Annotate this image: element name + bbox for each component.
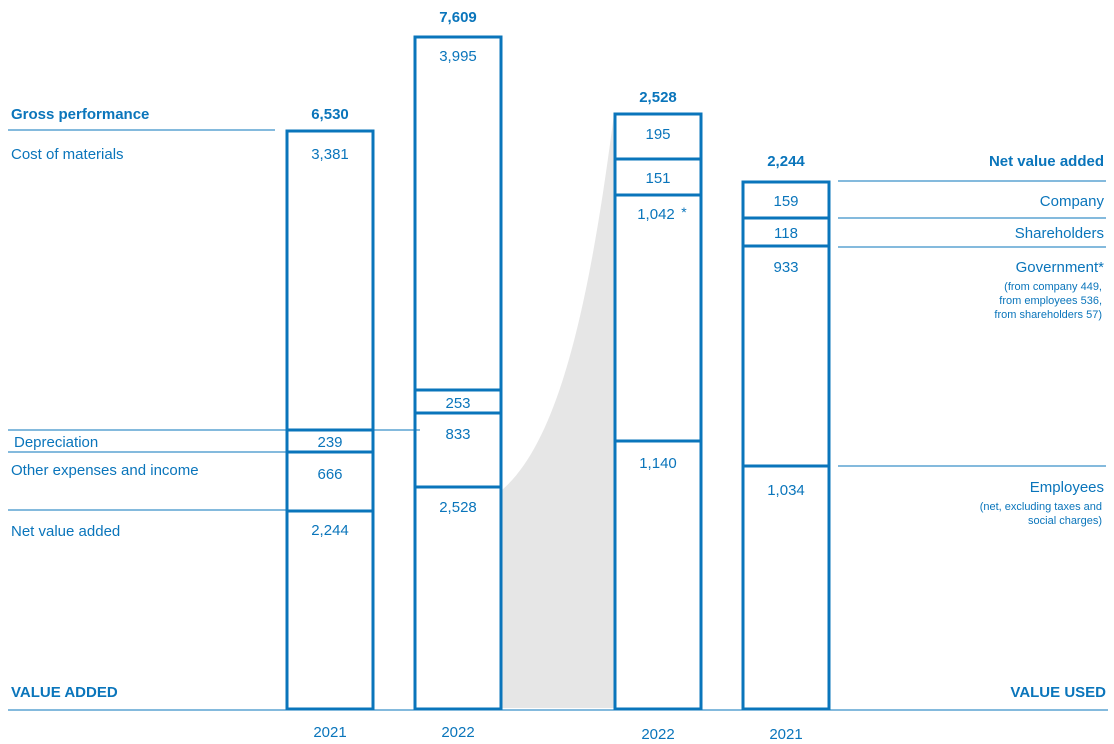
bar-total: 7,609 [439,9,477,26]
column-value-used-2021: 2,244 159 118 933 1,034 2021 [741,153,831,743]
column-value-used-2022: 2,528 195 151 1,042 * 1,140 2022 [613,89,703,743]
bar-outline [613,112,703,711]
segment-value-net: 2,244 [311,522,349,539]
bar-outline [285,129,375,711]
segment-value-shareholders: 151 [645,170,670,187]
note-government-2: from employees 536, [999,295,1102,307]
segment-value-employees: 1,140 [639,455,677,472]
heading-value-used: VALUE USED [1010,684,1106,701]
segment-value-company: 195 [645,126,670,143]
segment-value-other: 833 [445,426,470,443]
segment-value-net: 2,528 [439,499,477,516]
label-other-expenses: Other expenses and income [11,462,199,479]
segment-value-company: 159 [773,193,798,210]
column-value-added-2022: 7,609 3,995 253 833 2,528 2022 [413,9,503,741]
x-tick-label: 2021 [313,724,346,741]
x-tick-label: 2022 [441,724,474,741]
x-tick-label: 2021 [769,726,802,743]
note-government-3: from shareholders 57) [994,309,1102,321]
segment-value-employees: 1,034 [767,482,805,499]
bar-total: 2,528 [639,89,677,106]
column-value-added-2021: 6,530 3,381 239 666 2,244 2021 [285,106,375,741]
label-company: Company [1040,193,1105,210]
label-shareholders: Shareholders [1015,225,1104,242]
segment-value-depreciation: 253 [445,395,470,412]
label-government: Government* [1016,259,1105,276]
value-added-labels: Gross performance Cost of materials Depr… [11,106,199,701]
bar-outline [741,180,831,711]
label-depreciation: Depreciation [14,434,98,451]
segment-value-other: 666 [317,466,342,483]
footnote-mark: * [681,204,687,220]
bar-total: 6,530 [311,106,349,123]
bar-total: 2,244 [767,153,805,170]
segment-value-depreciation: 239 [317,434,342,451]
label-employees: Employees [1030,479,1104,496]
segment-value-materials: 3,381 [311,146,349,163]
label-cost-of-materials: Cost of materials [11,146,124,163]
bar-outline [413,35,503,711]
note-employees-1: (net, excluding taxes and [980,501,1102,513]
guide-lines [8,129,1108,711]
segment-value-shareholders: 118 [774,225,798,242]
segment-value-materials: 3,995 [439,48,477,65]
x-tick-label: 2022 [641,726,674,743]
segment-value-government: 1,042 [637,206,675,223]
connector-area [502,114,614,708]
note-employees-2: social charges) [1028,515,1102,527]
value-used-labels: Net value added Company Shareholders Gov… [980,153,1106,701]
segment-value-government: 933 [773,259,798,276]
label-gross-performance: Gross performance [11,106,149,123]
note-government-1: (from company 449, [1004,281,1102,293]
label-net-value-added: Net value added [11,523,120,540]
label-net-value-added-right: Net value added [989,153,1104,170]
heading-value-added: VALUE ADDED [11,684,118,701]
